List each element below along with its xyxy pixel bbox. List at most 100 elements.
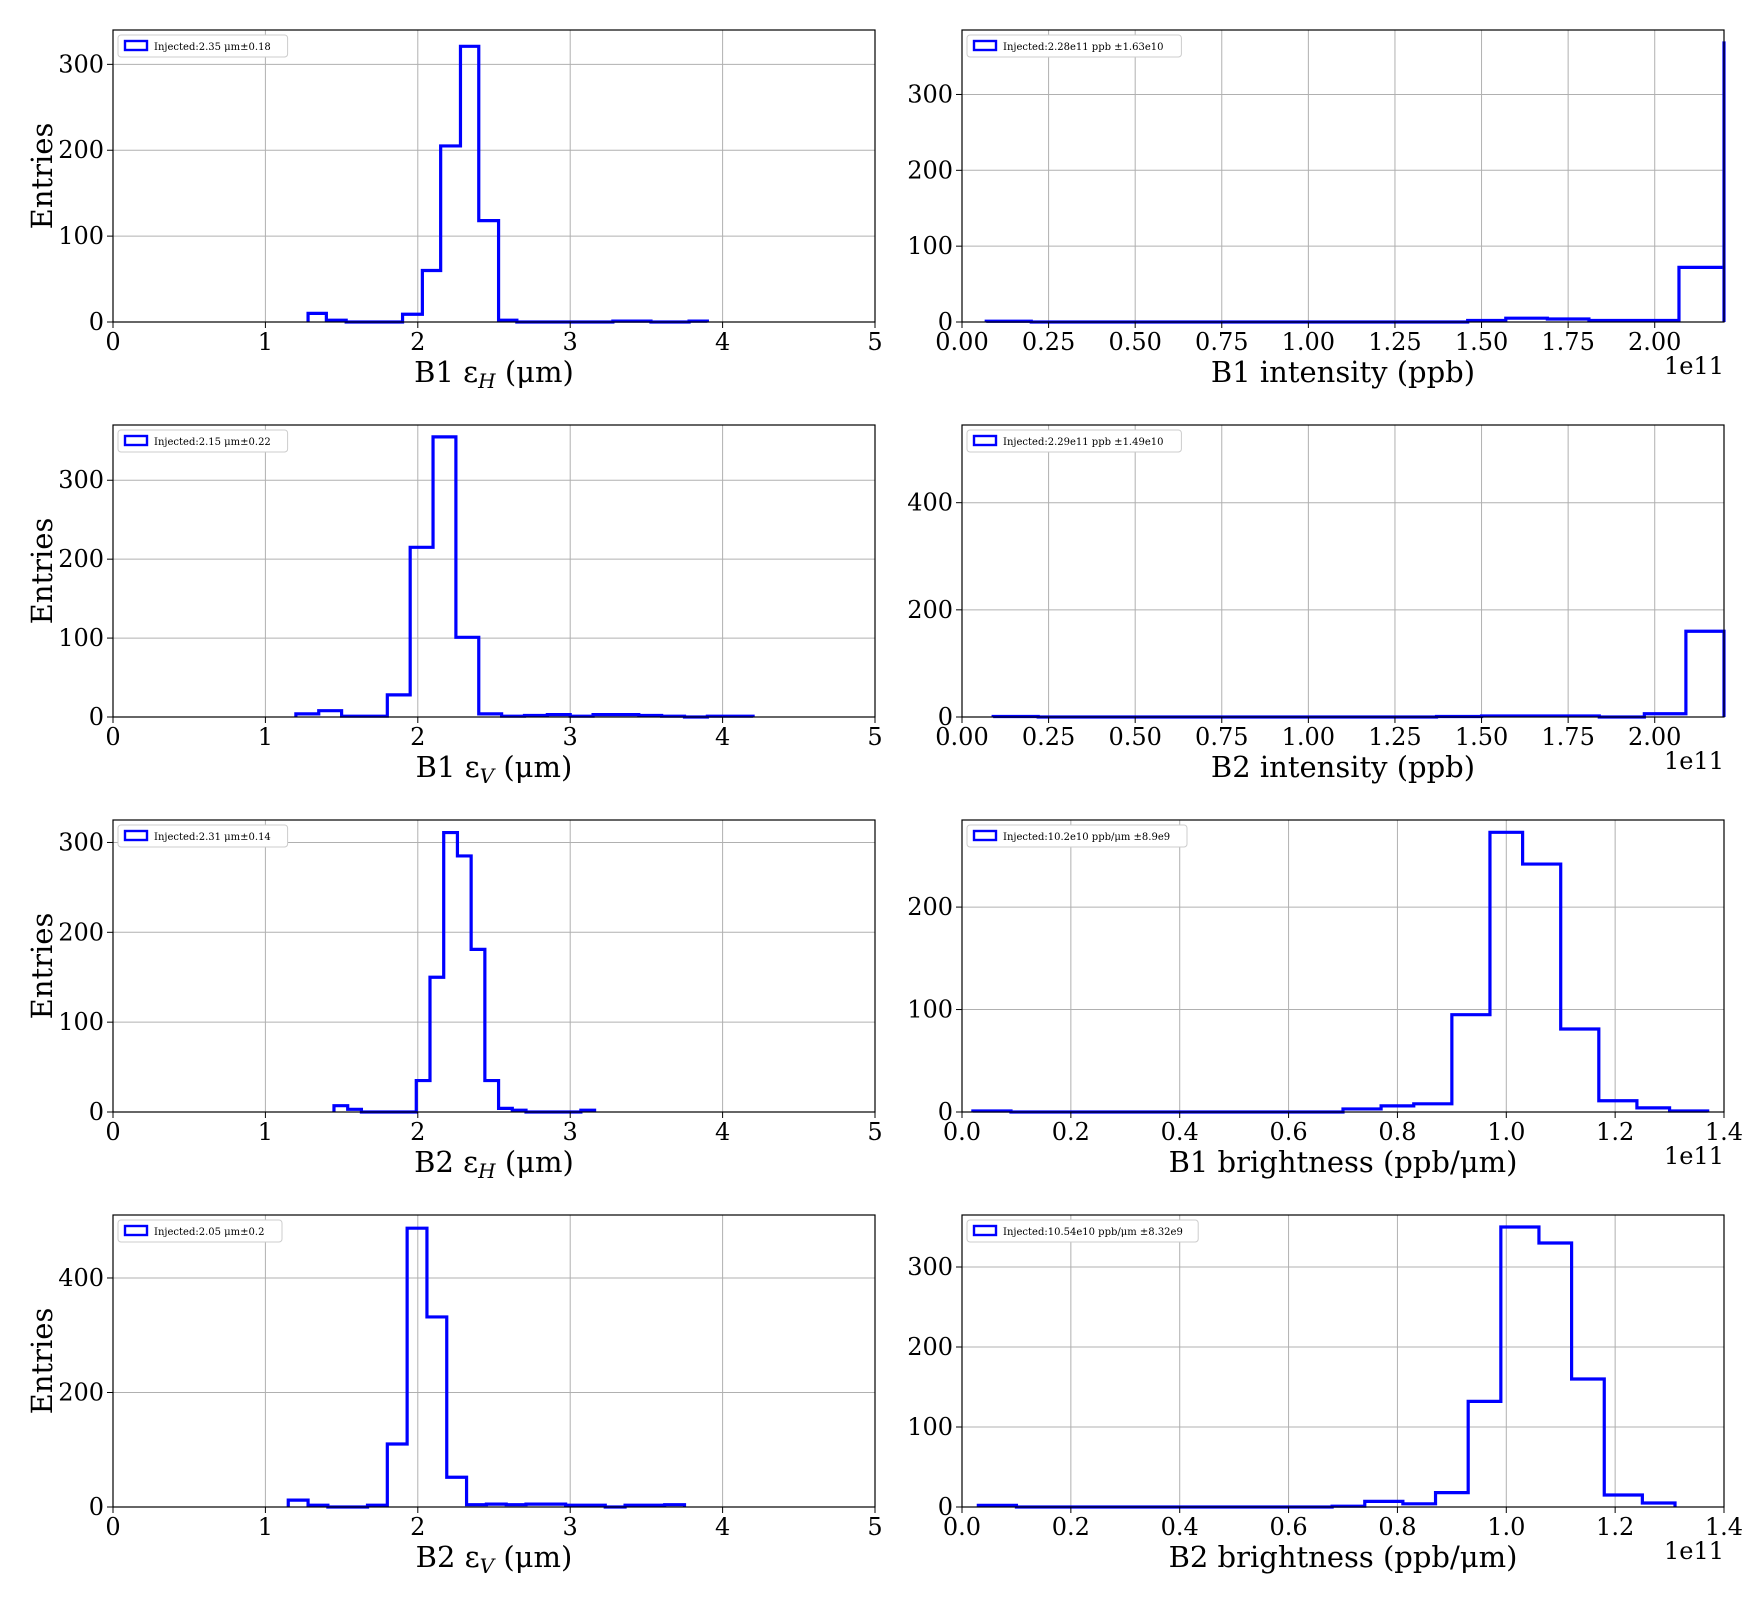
histogram-series [976,1225,1677,1509]
x-tick-label: 1.50 [1455,328,1508,356]
legend-swatch [972,1224,998,1237]
x-tick-label: 1 [258,723,273,751]
y-tick-label: 0 [89,308,104,336]
x-tick-label: 0.25 [1022,723,1075,751]
axes-frame [112,1214,876,1508]
legend-swatch [972,39,998,52]
histogram-panel-6: 0.0 0.2 0.4 0.6 0.8 1.0 1.2 1.4 0 100 200 B1 bright… [907,819,1743,1179]
x-tick-label: 3 [563,1513,578,1541]
x-tick-label: 0.00 [935,328,988,356]
axes-frame [961,1214,1725,1508]
legend-label: Injected:2.29e11 ppb ±1.49e10 [1003,437,1163,448]
x-axis-label: B1 εV (μm) [416,750,573,788]
y-tick-label: 400 [58,1264,104,1292]
x-tick-label: 1 [258,1513,273,1541]
x-tick-label: 0.50 [1108,723,1161,751]
legend-swatch [972,829,998,842]
x-axis-label: B1 brightness (ppb/μm) [1169,1145,1518,1179]
x-tick-label: 0.0 [943,1118,981,1146]
legend: Injected:2.31 μm±0.14 [117,824,289,848]
histogram-panel-3: 0 1 2 3 4 5 0 100 200 300 B1 εV (μm) Entries Injecte… [25,424,883,788]
legend-swatch [123,1224,149,1237]
x-tick-label: 1.75 [1541,723,1594,751]
legend-box [966,429,1182,453]
x-tick-label: 0 [105,723,120,751]
y-tick-label: 200 [907,156,953,184]
histogram-panel-8: 0.0 0.2 0.4 0.6 0.8 1.0 1.2 1.4 0 100 200 300 B2 bri… [907,1214,1743,1574]
legend-label: Injected:2.05 μm±0.2 [154,1227,264,1238]
axes-frame [112,819,876,1113]
y-tick-label: 200 [907,596,953,624]
x-tick-label: 2 [410,328,425,356]
legend-swatch [123,829,149,842]
legend-label: Injected:10.2e10 ppb/μm ±8.9e9 [1003,832,1170,843]
x-tick-label: 0 [105,328,120,356]
x-tick-label: 1.2 [1596,1513,1634,1541]
x-tick-label: 3 [563,328,578,356]
y-tick-label: 100 [907,232,953,260]
x-tick-label: 2 [410,1513,425,1541]
legend: Injected:10.54e10 ppb/μm ±8.32e9 [966,1219,1199,1243]
x-tick-label: 1.2 [1596,1118,1634,1146]
legend-swatch [972,434,998,447]
x-axis-label: B1 εH (μm) [414,355,574,393]
x-tick-label: 0.25 [1022,328,1075,356]
x-tick-label: 1.4 [1705,1513,1743,1541]
x-tick-label: 1.0 [1487,1118,1525,1146]
y-tick-label: 300 [58,466,104,494]
x-tick-label: 0.2 [1052,1118,1090,1146]
y-axis-label: Entries [25,123,59,230]
legend-label: Injected:2.15 μm±0.22 [154,437,271,448]
x-tick-label: 1 [258,328,273,356]
y-tick-label: 0 [938,703,953,731]
x-tick-label: 0 [105,1118,120,1146]
legend-box [966,824,1188,848]
x-tick-label: 3 [563,1118,578,1146]
legend: Injected:2.05 μm±0.2 [117,1219,283,1243]
x-tick-label: 4 [715,1118,730,1146]
legend: Injected:2.15 μm±0.22 [117,429,289,453]
legend-label: Injected:10.54e10 ppb/μm ±8.32e9 [1003,1227,1183,1238]
histogram-series [971,830,1710,1114]
x-tick-label: 4 [715,328,730,356]
y-tick-label: 0 [938,1493,953,1521]
x-tick-label: 1.4 [1705,1118,1743,1146]
x-tick-label: 3 [563,723,578,751]
x-tick-label: 0.4 [1161,1118,1199,1146]
x-tick-label: 2 [410,1118,425,1146]
legend-label: Injected:2.28e11 ppb ±1.63e10 [1003,42,1163,53]
y-tick-label: 0 [89,1098,104,1126]
y-axis-label: Entries [25,913,59,1020]
x-tick-label: 0.0 [943,1513,981,1541]
histogram-panel-7: 0 1 2 3 4 5 0 200 400 B2 εV (μm) Entries Injected:2… [25,1214,883,1578]
x-tick-label: 0.50 [1108,328,1161,356]
y-tick-label: 0 [89,1493,104,1521]
histogram-series [991,629,1726,719]
y-tick-label: 200 [58,136,104,164]
x-tick-label: 2.00 [1628,723,1681,751]
x-tick-label: 1.00 [1282,723,1335,751]
x-tick-label: 1.25 [1368,723,1421,751]
y-tick-label: 0 [89,703,104,731]
y-tick-label: 300 [58,828,104,856]
legend-label: Injected:2.35 μm±0.18 [154,42,271,53]
y-axis-label: Entries [25,518,59,625]
x-tick-label: 1.00 [1282,328,1335,356]
x-tick-label: 2 [410,723,425,751]
y-tick-label: 100 [58,222,104,250]
x-tick-label: 1.50 [1455,723,1508,751]
x-tick-label: 0.75 [1195,328,1248,356]
x-tick-label: 1.25 [1368,328,1421,356]
x-tick-label: 1.75 [1541,328,1594,356]
legend: Injected:2.28e11 ppb ±1.63e10 [966,34,1182,58]
y-tick-label: 100 [907,996,953,1024]
x-tick-label: 0.2 [1052,1513,1090,1541]
legend-box [117,1219,283,1243]
y-tick-label: 300 [907,80,953,108]
y-tick-label: 200 [907,893,953,921]
legend: Injected:10.2e10 ppb/μm ±8.9e9 [966,824,1188,848]
histogram-panel-2: 0.00 0.25 0.50 0.75 1.00 1.25 1.50 1.75 2.00 0 100… [907,29,1726,389]
legend-swatch [123,39,149,52]
legend-box [117,824,289,848]
